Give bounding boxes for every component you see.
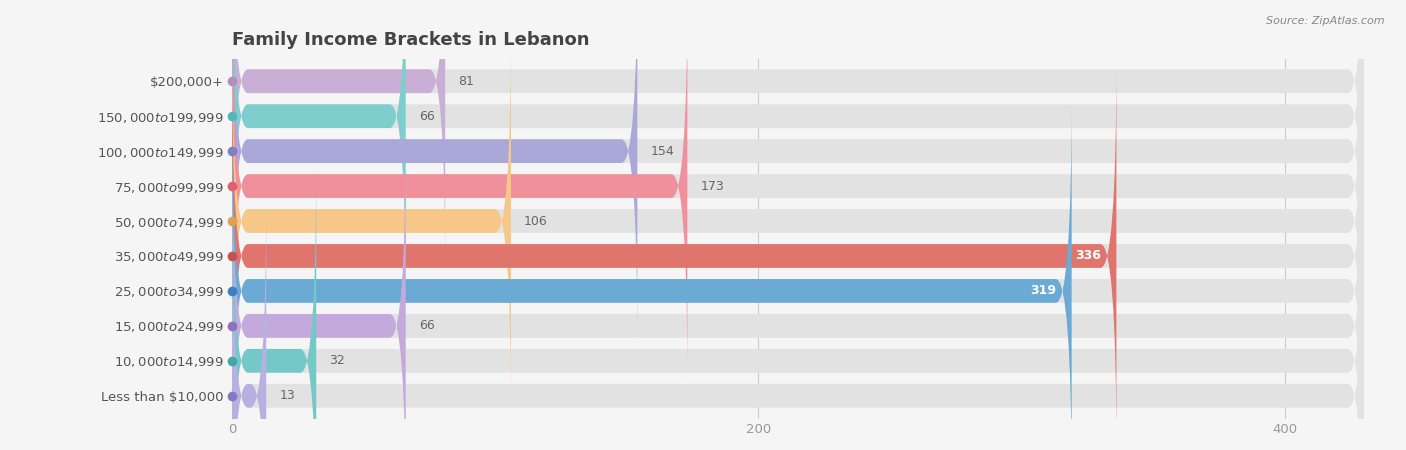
FancyBboxPatch shape [232,128,406,450]
FancyBboxPatch shape [232,93,1364,450]
Text: 106: 106 [524,215,548,228]
Text: 13: 13 [280,389,295,402]
FancyBboxPatch shape [232,23,510,419]
FancyBboxPatch shape [232,23,1364,419]
FancyBboxPatch shape [232,93,1071,450]
FancyBboxPatch shape [232,0,688,384]
Text: Family Income Brackets in Lebanon: Family Income Brackets in Lebanon [232,31,589,49]
FancyBboxPatch shape [232,0,637,349]
FancyBboxPatch shape [232,0,406,314]
Text: 154: 154 [651,144,675,158]
FancyBboxPatch shape [232,0,1364,314]
FancyBboxPatch shape [232,128,1364,450]
Text: Source: ZipAtlas.com: Source: ZipAtlas.com [1267,16,1385,26]
FancyBboxPatch shape [232,198,266,450]
Text: 66: 66 [419,320,434,333]
FancyBboxPatch shape [232,0,1364,349]
FancyBboxPatch shape [232,163,1364,450]
FancyBboxPatch shape [232,0,1364,384]
Text: 32: 32 [329,354,344,367]
FancyBboxPatch shape [232,0,446,279]
Text: 319: 319 [1029,284,1056,297]
FancyBboxPatch shape [232,58,1116,450]
FancyBboxPatch shape [232,58,1364,450]
Text: 336: 336 [1074,249,1101,262]
Text: 173: 173 [700,180,724,193]
Text: 66: 66 [419,110,434,123]
FancyBboxPatch shape [232,0,1364,279]
FancyBboxPatch shape [232,163,316,450]
Text: 81: 81 [458,75,474,88]
FancyBboxPatch shape [232,198,1364,450]
